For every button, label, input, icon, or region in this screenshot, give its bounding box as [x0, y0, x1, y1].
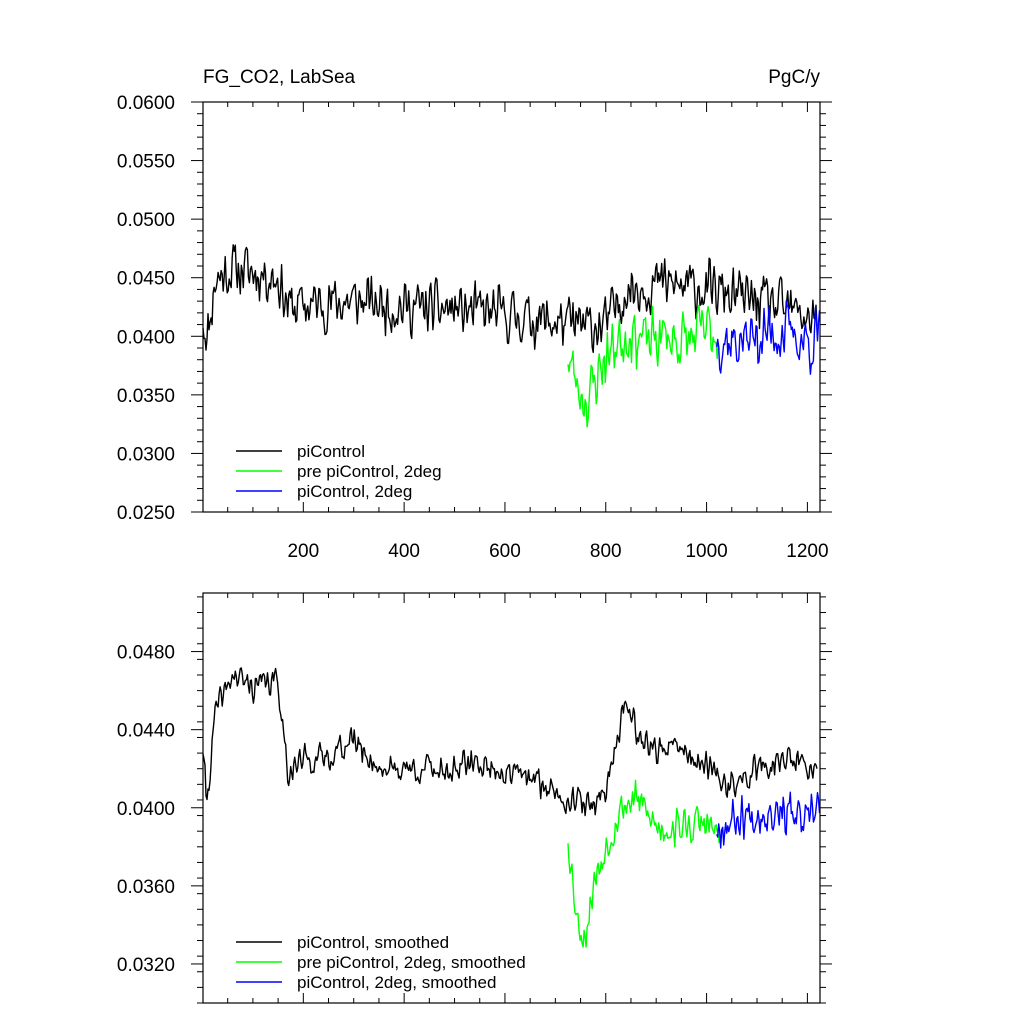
y-tick-label: 0.0400	[117, 327, 175, 348]
y-tick-label: 0.0440	[117, 721, 175, 742]
bottom-legend: piControl, smoothed pre piControl, 2deg,…	[236, 933, 526, 992]
legend-label: pre piControl, 2deg, smoothed	[297, 953, 526, 972]
legend-label: piControl, 2deg	[297, 482, 412, 501]
bottom-panel: 0.0320 0.0360 0.0400 0.0440 0.0480 piControl…	[117, 592, 832, 1004]
legend-label: piControl, smoothed	[297, 933, 449, 952]
series-line-picontrol-2deg	[716, 300, 821, 375]
top-legend: piControl pre piControl, 2deg piControl,…	[236, 442, 442, 501]
top-series-group	[202, 244, 821, 428]
top-ticks-group: 200 400 600 800 1000 1200 0.0250 0.0300 0.0350 0.…	[117, 93, 832, 562]
legend-item: piControl	[236, 442, 365, 461]
x-tick-label: 400	[388, 541, 420, 562]
y-tick-label: 0.0500	[117, 210, 175, 231]
chart-title: FG_CO2, LabSea	[203, 67, 356, 88]
y-tick-label: 0.0600	[117, 93, 175, 114]
series-line-picontrol	[202, 244, 818, 354]
bottom-series-group	[202, 667, 821, 948]
y-tick-label: 0.0450	[117, 269, 175, 290]
legend-label: piControl, 2deg, smoothed	[297, 973, 496, 992]
top-plot-frame	[202, 101, 821, 513]
bottom-plot-frame	[202, 592, 821, 1004]
units-label: PgC/y	[768, 67, 820, 88]
legend-item: piControl, 2deg	[236, 482, 412, 501]
x-tick-label: 1200	[786, 541, 828, 562]
x-tick-label: 800	[590, 541, 622, 562]
x-tick-label: 600	[489, 541, 521, 562]
series-line-pre-picontrol-2deg-smoothed	[567, 779, 720, 948]
y-tick-label: 0.0350	[117, 386, 175, 407]
legend-item: pre piControl, 2deg	[236, 462, 442, 481]
legend-item: piControl, smoothed	[236, 933, 449, 952]
series-line-pre-picontrol-2deg	[567, 304, 720, 428]
top-panel: FG_CO2, LabSea PgC/y 200 400 600 800 1000 120…	[117, 67, 832, 562]
legend-label: piControl	[297, 442, 365, 461]
y-tick-label: 0.0250	[117, 503, 175, 524]
bottom-ticks-group: 0.0320 0.0360 0.0400 0.0440 0.0480	[117, 593, 832, 1004]
y-tick-label: 0.0320	[117, 955, 175, 976]
series-line-picontrol-2deg-smoothed	[716, 791, 821, 849]
legend-label: pre piControl, 2deg	[297, 462, 442, 481]
y-tick-label: 0.0480	[117, 643, 175, 664]
y-tick-label: 0.0300	[117, 444, 175, 465]
legend-item: piControl, 2deg, smoothed	[236, 973, 496, 992]
x-tick-label: 200	[287, 541, 319, 562]
legend-item: pre piControl, 2deg, smoothed	[236, 953, 526, 972]
y-tick-label: 0.0550	[117, 152, 175, 173]
y-tick-label: 0.0360	[117, 877, 175, 898]
x-tick-label: 1000	[685, 541, 727, 562]
y-tick-label: 0.0400	[117, 799, 175, 820]
series-line-picontrol-smoothed	[202, 667, 818, 817]
